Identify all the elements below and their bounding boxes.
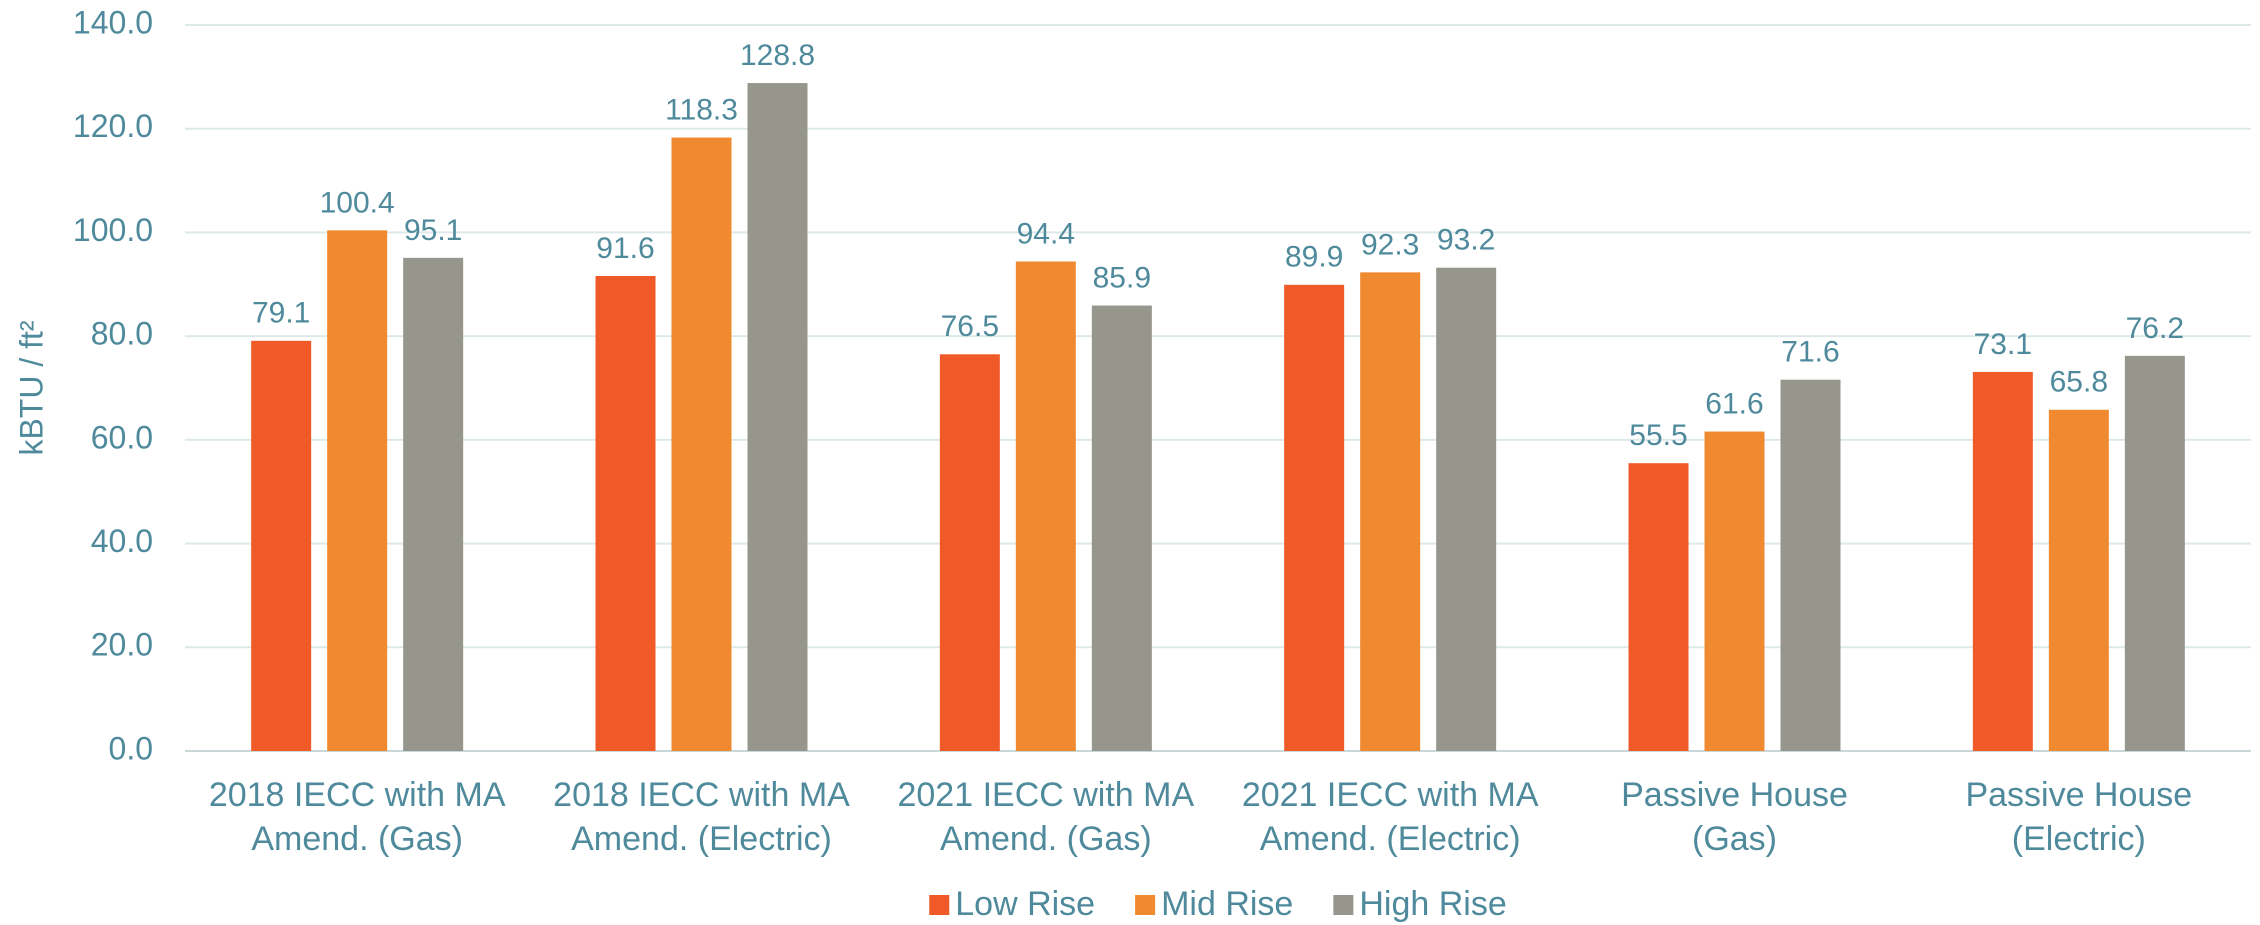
- data-label: 95.1: [404, 214, 462, 247]
- data-label: 76.5: [941, 310, 999, 343]
- y-tick-label: 80.0: [91, 316, 153, 352]
- bar: [595, 275, 656, 751]
- data-label: 61.6: [1705, 387, 1763, 420]
- data-label: 65.8: [2050, 366, 2108, 399]
- bar: [2124, 355, 2185, 751]
- data-label: 100.4: [320, 186, 395, 219]
- bar: [747, 83, 808, 751]
- y-tick-label: 120.0: [73, 108, 153, 144]
- data-label: 118.3: [665, 93, 738, 126]
- data-label: 91.6: [596, 232, 654, 265]
- legend-swatch: [929, 895, 950, 915]
- bar: [1284, 284, 1345, 751]
- bar: [251, 340, 312, 751]
- bar: [1780, 379, 1841, 751]
- data-label: 73.1: [1974, 328, 2032, 361]
- y-axis-label: kBTU / ft²: [13, 320, 49, 455]
- data-label: 92.3: [1361, 228, 1419, 261]
- bar: [2048, 409, 2109, 751]
- x-tick-label: Passive House: [1621, 776, 1848, 814]
- x-tick-label: (Gas): [1692, 820, 1777, 858]
- bar: [1015, 261, 1076, 751]
- bar: [1972, 371, 2033, 751]
- x-tick-label: Amend. (Gas): [940, 820, 1152, 858]
- bar: [1436, 267, 1497, 751]
- y-tick-label: 40.0: [91, 523, 153, 559]
- data-label: 76.2: [2126, 312, 2184, 345]
- x-tick-label: 2018 IECC with MA: [209, 776, 506, 814]
- bar: [939, 354, 1000, 751]
- x-tick-label: Amend. (Electric): [1260, 820, 1521, 858]
- legend-label: Low Rise: [955, 885, 1095, 923]
- bar: [1091, 305, 1152, 751]
- legend-label: Mid Rise: [1161, 885, 1293, 923]
- y-tick-label: 100.0: [73, 212, 153, 248]
- x-tick-label: (Electric): [2012, 820, 2146, 858]
- data-label: 89.9: [1285, 241, 1343, 274]
- bar: [1704, 431, 1765, 751]
- y-tick-label: 60.0: [91, 419, 153, 455]
- data-label: 93.2: [1437, 224, 1495, 257]
- y-tick-label: 20.0: [91, 627, 153, 663]
- x-tick-label: Passive House: [1965, 776, 2192, 814]
- bar: [1628, 463, 1689, 751]
- bar: [671, 137, 732, 751]
- data-label: 85.9: [1093, 261, 1151, 294]
- data-label: 71.6: [1781, 336, 1839, 369]
- data-label: 94.4: [1017, 217, 1075, 250]
- x-tick-label: 2021 IECC with MA: [1242, 776, 1539, 814]
- bar: [1360, 272, 1421, 751]
- bar: [327, 230, 388, 752]
- y-tick-label: 140.0: [73, 4, 153, 40]
- x-tick-label: 2018 IECC with MA: [553, 776, 850, 814]
- x-tick-label: Amend. (Electric): [571, 820, 832, 858]
- y-tick-label: 0.0: [109, 730, 153, 766]
- data-label: 128.8: [740, 39, 815, 72]
- legend-label: High Rise: [1359, 885, 1506, 923]
- bar: [403, 257, 464, 751]
- data-label: 55.5: [1629, 419, 1687, 452]
- legend-swatch: [1333, 895, 1354, 915]
- legend-swatch: [1135, 895, 1156, 915]
- data-label: 79.1: [252, 297, 310, 330]
- x-tick-label: Amend. (Gas): [251, 820, 463, 858]
- x-tick-label: 2021 IECC with MA: [897, 776, 1194, 814]
